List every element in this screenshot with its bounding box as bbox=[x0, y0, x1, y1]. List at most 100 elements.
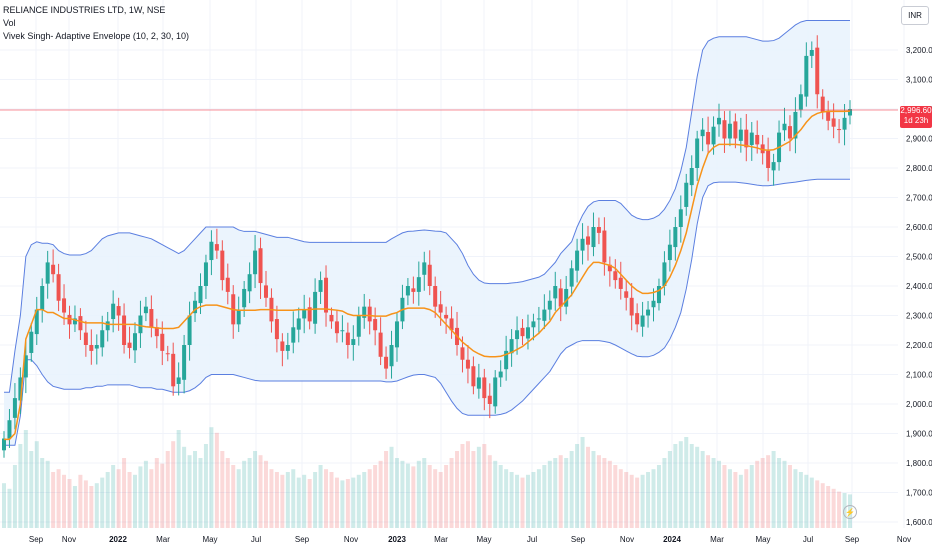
candle-body bbox=[12, 398, 17, 418]
volume-bar bbox=[618, 469, 623, 528]
symbol-title[interactable]: RELIANCE INDUSTRIES LTD, 1W, NSE bbox=[3, 5, 166, 15]
volume-bar bbox=[111, 465, 116, 528]
candle-body bbox=[302, 309, 307, 319]
volume-bar bbox=[629, 474, 634, 528]
candle-body bbox=[193, 300, 198, 314]
candle-body bbox=[842, 117, 847, 130]
x-tick-label: Jul bbox=[803, 535, 813, 544]
volume-bar bbox=[34, 441, 39, 528]
candle-body bbox=[613, 271, 618, 281]
candle-body bbox=[831, 118, 836, 127]
candle-body bbox=[67, 314, 72, 325]
candle-body bbox=[182, 345, 187, 380]
volume-bar bbox=[831, 488, 836, 528]
candle-body bbox=[504, 350, 509, 370]
candle-body bbox=[520, 327, 525, 337]
volume-bar bbox=[411, 466, 416, 528]
candle-body bbox=[154, 327, 159, 337]
candle-body bbox=[646, 309, 651, 316]
volume-bar bbox=[127, 472, 132, 528]
x-tick-label: 2022 bbox=[109, 535, 127, 544]
volume-bar bbox=[389, 446, 394, 528]
y-tick-label: 1,800.00 bbox=[906, 459, 932, 468]
candle-body bbox=[334, 321, 339, 334]
envelope-lower-line bbox=[4, 178, 850, 446]
candle-body bbox=[487, 395, 492, 404]
volume-bar bbox=[171, 441, 176, 528]
candle-body bbox=[509, 339, 514, 354]
candle-body bbox=[411, 288, 416, 292]
volume-bar bbox=[253, 451, 258, 528]
flash-icon[interactable]: ⚡ bbox=[843, 505, 857, 519]
currency-button[interactable]: INR bbox=[901, 6, 929, 25]
volume-bar bbox=[733, 472, 738, 528]
envelope-mid-line bbox=[4, 110, 851, 441]
x-tick-label: Nov bbox=[897, 535, 911, 544]
candle-body bbox=[673, 227, 678, 248]
y-tick-label: 2,400.00 bbox=[906, 282, 932, 291]
candle-body bbox=[717, 117, 722, 125]
envelope-fill bbox=[4, 20, 850, 446]
candle-body bbox=[798, 94, 803, 110]
candle-body bbox=[536, 318, 541, 320]
y-tick-label: 1,900.00 bbox=[906, 430, 932, 439]
candle-body bbox=[203, 262, 208, 286]
volume-bar bbox=[738, 474, 743, 528]
volume-bar bbox=[296, 477, 301, 528]
volume-bar bbox=[324, 469, 329, 528]
volume-bar bbox=[340, 480, 345, 528]
candle-body bbox=[771, 162, 776, 171]
volume-bar bbox=[662, 458, 667, 528]
volume-bar bbox=[433, 469, 438, 528]
volume-legend[interactable]: Vol bbox=[3, 18, 16, 28]
volume-bar bbox=[826, 486, 831, 528]
candle-body bbox=[793, 111, 798, 139]
volume-bar bbox=[12, 465, 17, 528]
candle-body bbox=[635, 313, 640, 325]
candle-body bbox=[618, 277, 623, 289]
candle-body bbox=[367, 306, 372, 322]
volume-bar bbox=[837, 491, 842, 528]
volume-bar bbox=[493, 460, 498, 528]
candle-body bbox=[624, 291, 629, 298]
candle-body bbox=[476, 377, 481, 389]
x-tick-label: Sep bbox=[571, 535, 586, 544]
candle-body bbox=[18, 377, 23, 401]
volume-bar bbox=[373, 465, 378, 528]
volume-bar bbox=[45, 460, 50, 528]
volume-bar bbox=[231, 465, 236, 528]
candle-body bbox=[498, 371, 503, 378]
volume-bar bbox=[815, 480, 820, 528]
x-tick-label: Nov bbox=[62, 535, 76, 544]
volume-bar bbox=[291, 469, 296, 528]
candle-body bbox=[242, 288, 247, 308]
volume-bar bbox=[285, 472, 290, 528]
volume-bar bbox=[143, 460, 148, 528]
candle-body bbox=[253, 250, 258, 275]
y-tick-label: 2,700.00 bbox=[906, 194, 932, 203]
chart-legend: RELIANCE INDUSTRIES LTD, 1W, NSE Vol Viv… bbox=[3, 4, 189, 43]
volume-bar bbox=[51, 472, 56, 528]
candle-body bbox=[766, 150, 771, 168]
candle-body bbox=[695, 138, 700, 168]
volume-bar bbox=[362, 472, 367, 528]
x-tick-label: Mar bbox=[434, 535, 448, 544]
candle-body bbox=[744, 129, 749, 148]
volume-bar bbox=[214, 432, 219, 528]
volume-bar bbox=[766, 455, 771, 528]
x-tick-label: 2024 bbox=[663, 535, 681, 544]
candle-body bbox=[422, 262, 427, 275]
candle-body bbox=[749, 132, 754, 145]
candle-body bbox=[111, 303, 116, 320]
candle-body bbox=[296, 318, 301, 330]
volume-bar bbox=[160, 463, 165, 528]
volume-bar bbox=[176, 430, 181, 528]
candle-body bbox=[160, 333, 165, 351]
volume-bar bbox=[673, 444, 678, 528]
x-tick-label: May bbox=[476, 535, 491, 544]
volume-bar bbox=[67, 479, 72, 528]
indicator-legend[interactable]: Vivek Singh- Adaptive Envelope (10, 2, 3… bbox=[3, 31, 189, 41]
candle-body bbox=[209, 241, 214, 261]
